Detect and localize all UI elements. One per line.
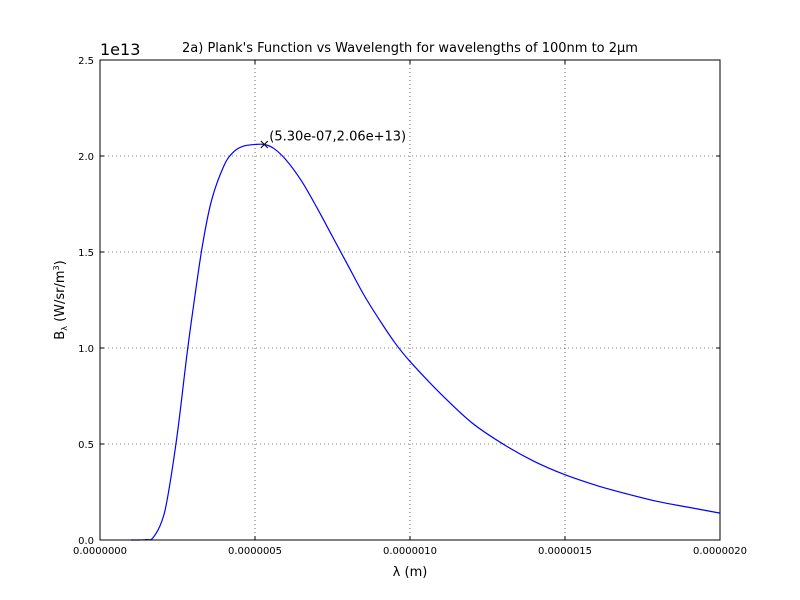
y-tick-label: 2.5 xyxy=(78,56,94,67)
annotation-layer: (5.30e-07,2.06e+13) xyxy=(260,129,406,149)
tick-labels: 0.0000000 0.0000005 0.0000010 0.0000015 0.00… xyxy=(73,56,747,557)
y-offset-label: 1e13 xyxy=(100,40,140,59)
y-tick-label: 1.0 xyxy=(78,344,94,355)
x-tick-label: 0.0000010 xyxy=(383,546,437,557)
grid xyxy=(99,59,721,541)
y-axis-label-superscript: 3 xyxy=(52,265,61,270)
y-tick-label: 2.0 xyxy=(78,152,94,163)
series-layer xyxy=(130,143,721,541)
y-axis-label-unit: (W/sr/m xyxy=(53,270,68,326)
peak-marker xyxy=(260,140,269,149)
x-tick-label: 0.0000020 xyxy=(693,546,747,557)
peak-marker-stroke xyxy=(260,140,269,149)
y-tick-label: 0.5 xyxy=(78,440,94,451)
y-axis-label: Bλ (W/sr/m3) xyxy=(52,260,69,339)
planck-curve xyxy=(130,143,721,541)
peak-annotation-label: (5.30e-07,2.06e+13) xyxy=(269,129,406,144)
x-axis-label: λ (m) xyxy=(393,565,428,580)
y-axis-label-subscript: λ xyxy=(60,326,69,331)
y-tick-label: 0.0 xyxy=(78,536,94,547)
x-tick-label: 0.0000005 xyxy=(228,546,282,557)
y-axis-label-main: B xyxy=(53,331,68,340)
x-tick-label: 0.0000000 xyxy=(73,546,127,557)
x-tick-label: 0.0000015 xyxy=(538,546,592,557)
y-axis-label-close: ) xyxy=(53,260,68,265)
chart-title: 2a) Plank's Function vs Wavelength for w… xyxy=(182,41,638,56)
plot-frame xyxy=(99,59,721,541)
y-tick-label: 1.5 xyxy=(78,248,94,259)
